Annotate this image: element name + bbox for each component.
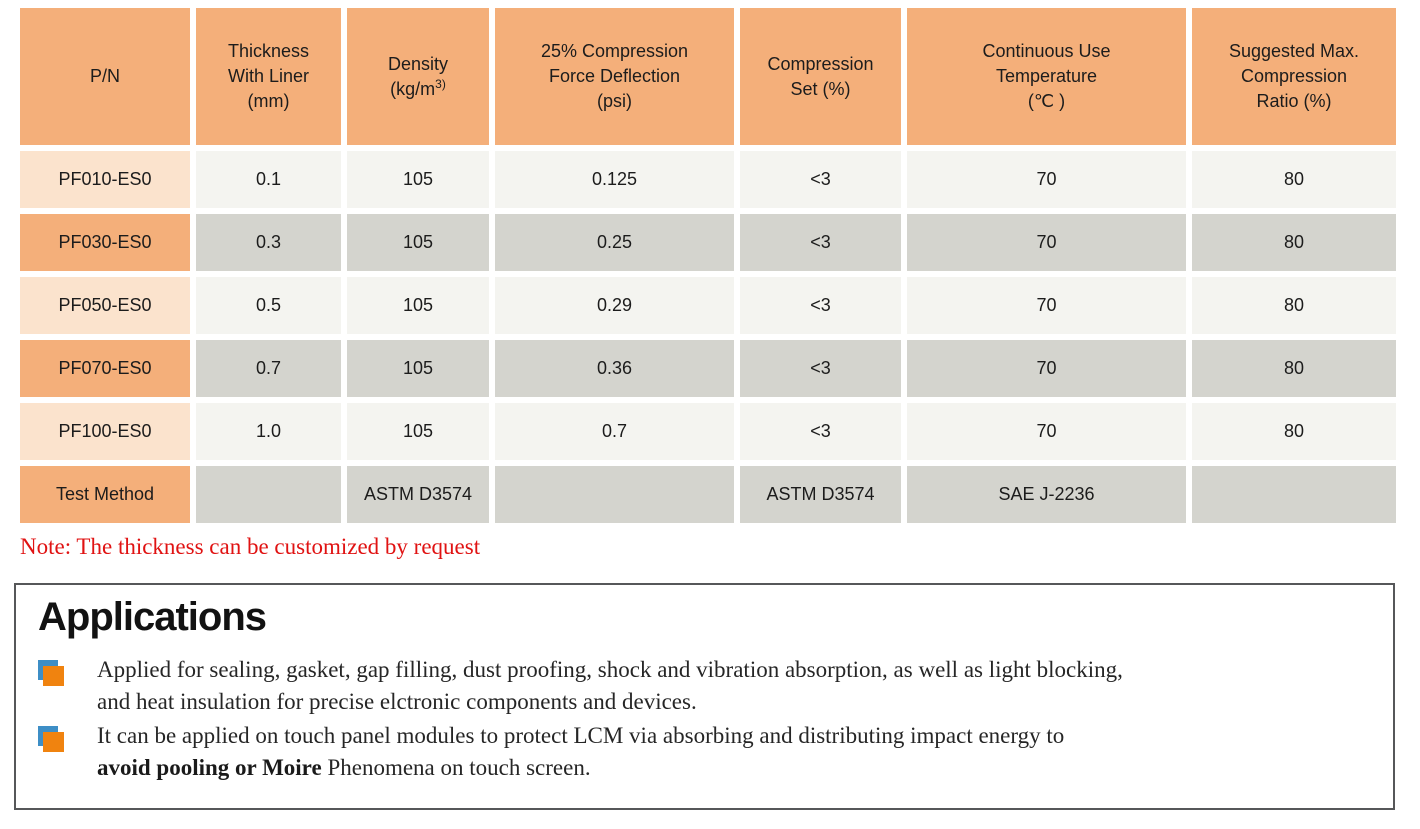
list-item: Applied for sealing, gasket, gap filling… xyxy=(38,654,1393,718)
header-label: Thickness With Liner (mm) xyxy=(227,41,310,111)
value-cell: 80 xyxy=(1192,340,1396,397)
header-label-wrap: Density (kg/m3) xyxy=(388,52,448,102)
header-label: Suggested Max. Compression Ratio (%) xyxy=(1228,41,1360,111)
list-item: It can be applied on touch panel modules… xyxy=(38,720,1393,784)
applications-section: Applications Applied for sealing, gasket… xyxy=(14,583,1395,810)
header-label: P/N xyxy=(89,66,120,87)
value-cell: 70 xyxy=(907,340,1186,397)
applications-title: Applications xyxy=(38,595,267,639)
header-label-wrap: P/N xyxy=(90,64,120,89)
list-item-plain-text: It can be applied on touch panel modules… xyxy=(97,723,1065,748)
pn-cell: PF050-ES0 xyxy=(20,277,190,334)
value-cell: 80 xyxy=(1192,214,1396,271)
pn-cell: PF010-ES0 xyxy=(20,151,190,208)
orange-square-icon xyxy=(43,666,64,686)
applications-list: Applied for sealing, gasket, gap filling… xyxy=(38,654,1393,784)
value-cell: <3 xyxy=(740,277,901,334)
orange-square-icon xyxy=(43,732,64,752)
value-cell: 0.1 xyxy=(196,151,341,208)
header-label: 25% Compression Force Deflection (psi) xyxy=(540,41,689,111)
value-cell xyxy=(1192,466,1396,523)
value-cell: 70 xyxy=(907,151,1186,208)
value-cell: 0.5 xyxy=(196,277,341,334)
header-cell: Thickness With Liner (mm) xyxy=(196,8,341,145)
pn-cell: PF070-ES0 xyxy=(20,340,190,397)
value-cell xyxy=(196,466,341,523)
list-item-bold-text: avoid pooling or Moire xyxy=(97,755,322,780)
spec-table: P/N Thickness With Liner (mm) Density (kg/… xyxy=(20,8,1396,523)
header-cell: Continuous Use Temperature (℃ ) xyxy=(907,8,1186,145)
header-cell: 25% Compression Force Deflection (psi) xyxy=(495,8,734,145)
value-cell: 80 xyxy=(1192,277,1396,334)
header-label-wrap: 25% Compression Force Deflection (psi) xyxy=(541,39,688,113)
header-label: Density (kg/m xyxy=(387,53,449,99)
value-cell: 0.25 xyxy=(495,214,734,271)
header-cell: Suggested Max. Compression Ratio (%) xyxy=(1192,8,1396,145)
value-cell: <3 xyxy=(740,214,901,271)
value-cell: 70 xyxy=(907,277,1186,334)
header-cell: Density (kg/m3) xyxy=(347,8,489,145)
value-cell: 70 xyxy=(907,214,1186,271)
header-label-wrap: Suggested Max. Compression Ratio (%) xyxy=(1229,39,1359,113)
list-item-text: Applied for sealing, gasket, gap filling… xyxy=(97,654,1123,718)
header-label-wrap: Thickness With Liner (mm) xyxy=(228,39,309,113)
pn-cell: PF100-ES0 xyxy=(20,403,190,460)
header-cell: Compression Set (%) xyxy=(740,8,901,145)
value-cell: 105 xyxy=(347,214,489,271)
layered-square-icon xyxy=(38,726,65,753)
value-cell: ASTM D3574 xyxy=(740,466,901,523)
value-cell: 0.29 xyxy=(495,277,734,334)
value-cell: ASTM D3574 xyxy=(347,466,489,523)
value-cell: 105 xyxy=(347,277,489,334)
value-cell: 105 xyxy=(347,403,489,460)
value-cell xyxy=(495,466,734,523)
header-cell: P/N xyxy=(20,8,190,145)
value-cell: <3 xyxy=(740,151,901,208)
value-cell: 0.125 xyxy=(495,151,734,208)
value-cell: 105 xyxy=(347,340,489,397)
value-cell: <3 xyxy=(740,340,901,397)
value-cell: 0.7 xyxy=(196,340,341,397)
header-label-wrap: Continuous Use Temperature (℃ ) xyxy=(982,39,1110,113)
value-cell: 80 xyxy=(1192,151,1396,208)
list-item-plain-text: Phenomena on touch screen. xyxy=(321,755,591,780)
value-cell: SAE J-2236 xyxy=(907,466,1186,523)
value-cell: <3 xyxy=(740,403,901,460)
value-cell: 0.7 xyxy=(495,403,734,460)
list-item-text: It can be applied on touch panel modules… xyxy=(97,720,1064,784)
test-method-label-cell: Test Method xyxy=(20,466,190,523)
header-label-wrap: Compression Set (%) xyxy=(767,52,873,102)
value-cell: 70 xyxy=(907,403,1186,460)
value-cell: 80 xyxy=(1192,403,1396,460)
list-item-plain-text: Applied for sealing, gasket, gap filling… xyxy=(97,657,1123,714)
value-cell: 105 xyxy=(347,151,489,208)
layered-square-icon xyxy=(38,660,65,687)
pn-cell: PF030-ES0 xyxy=(20,214,190,271)
note-text: Note: The thickness can be customized by… xyxy=(20,534,481,559)
header-label: Compression Set (%) xyxy=(767,53,874,99)
header-superscript: 3) xyxy=(435,76,446,91)
header-label: Continuous Use Temperature (℃ ) xyxy=(982,41,1111,111)
value-cell: 0.36 xyxy=(495,340,734,397)
value-cell: 1.0 xyxy=(196,403,341,460)
value-cell: 0.3 xyxy=(196,214,341,271)
